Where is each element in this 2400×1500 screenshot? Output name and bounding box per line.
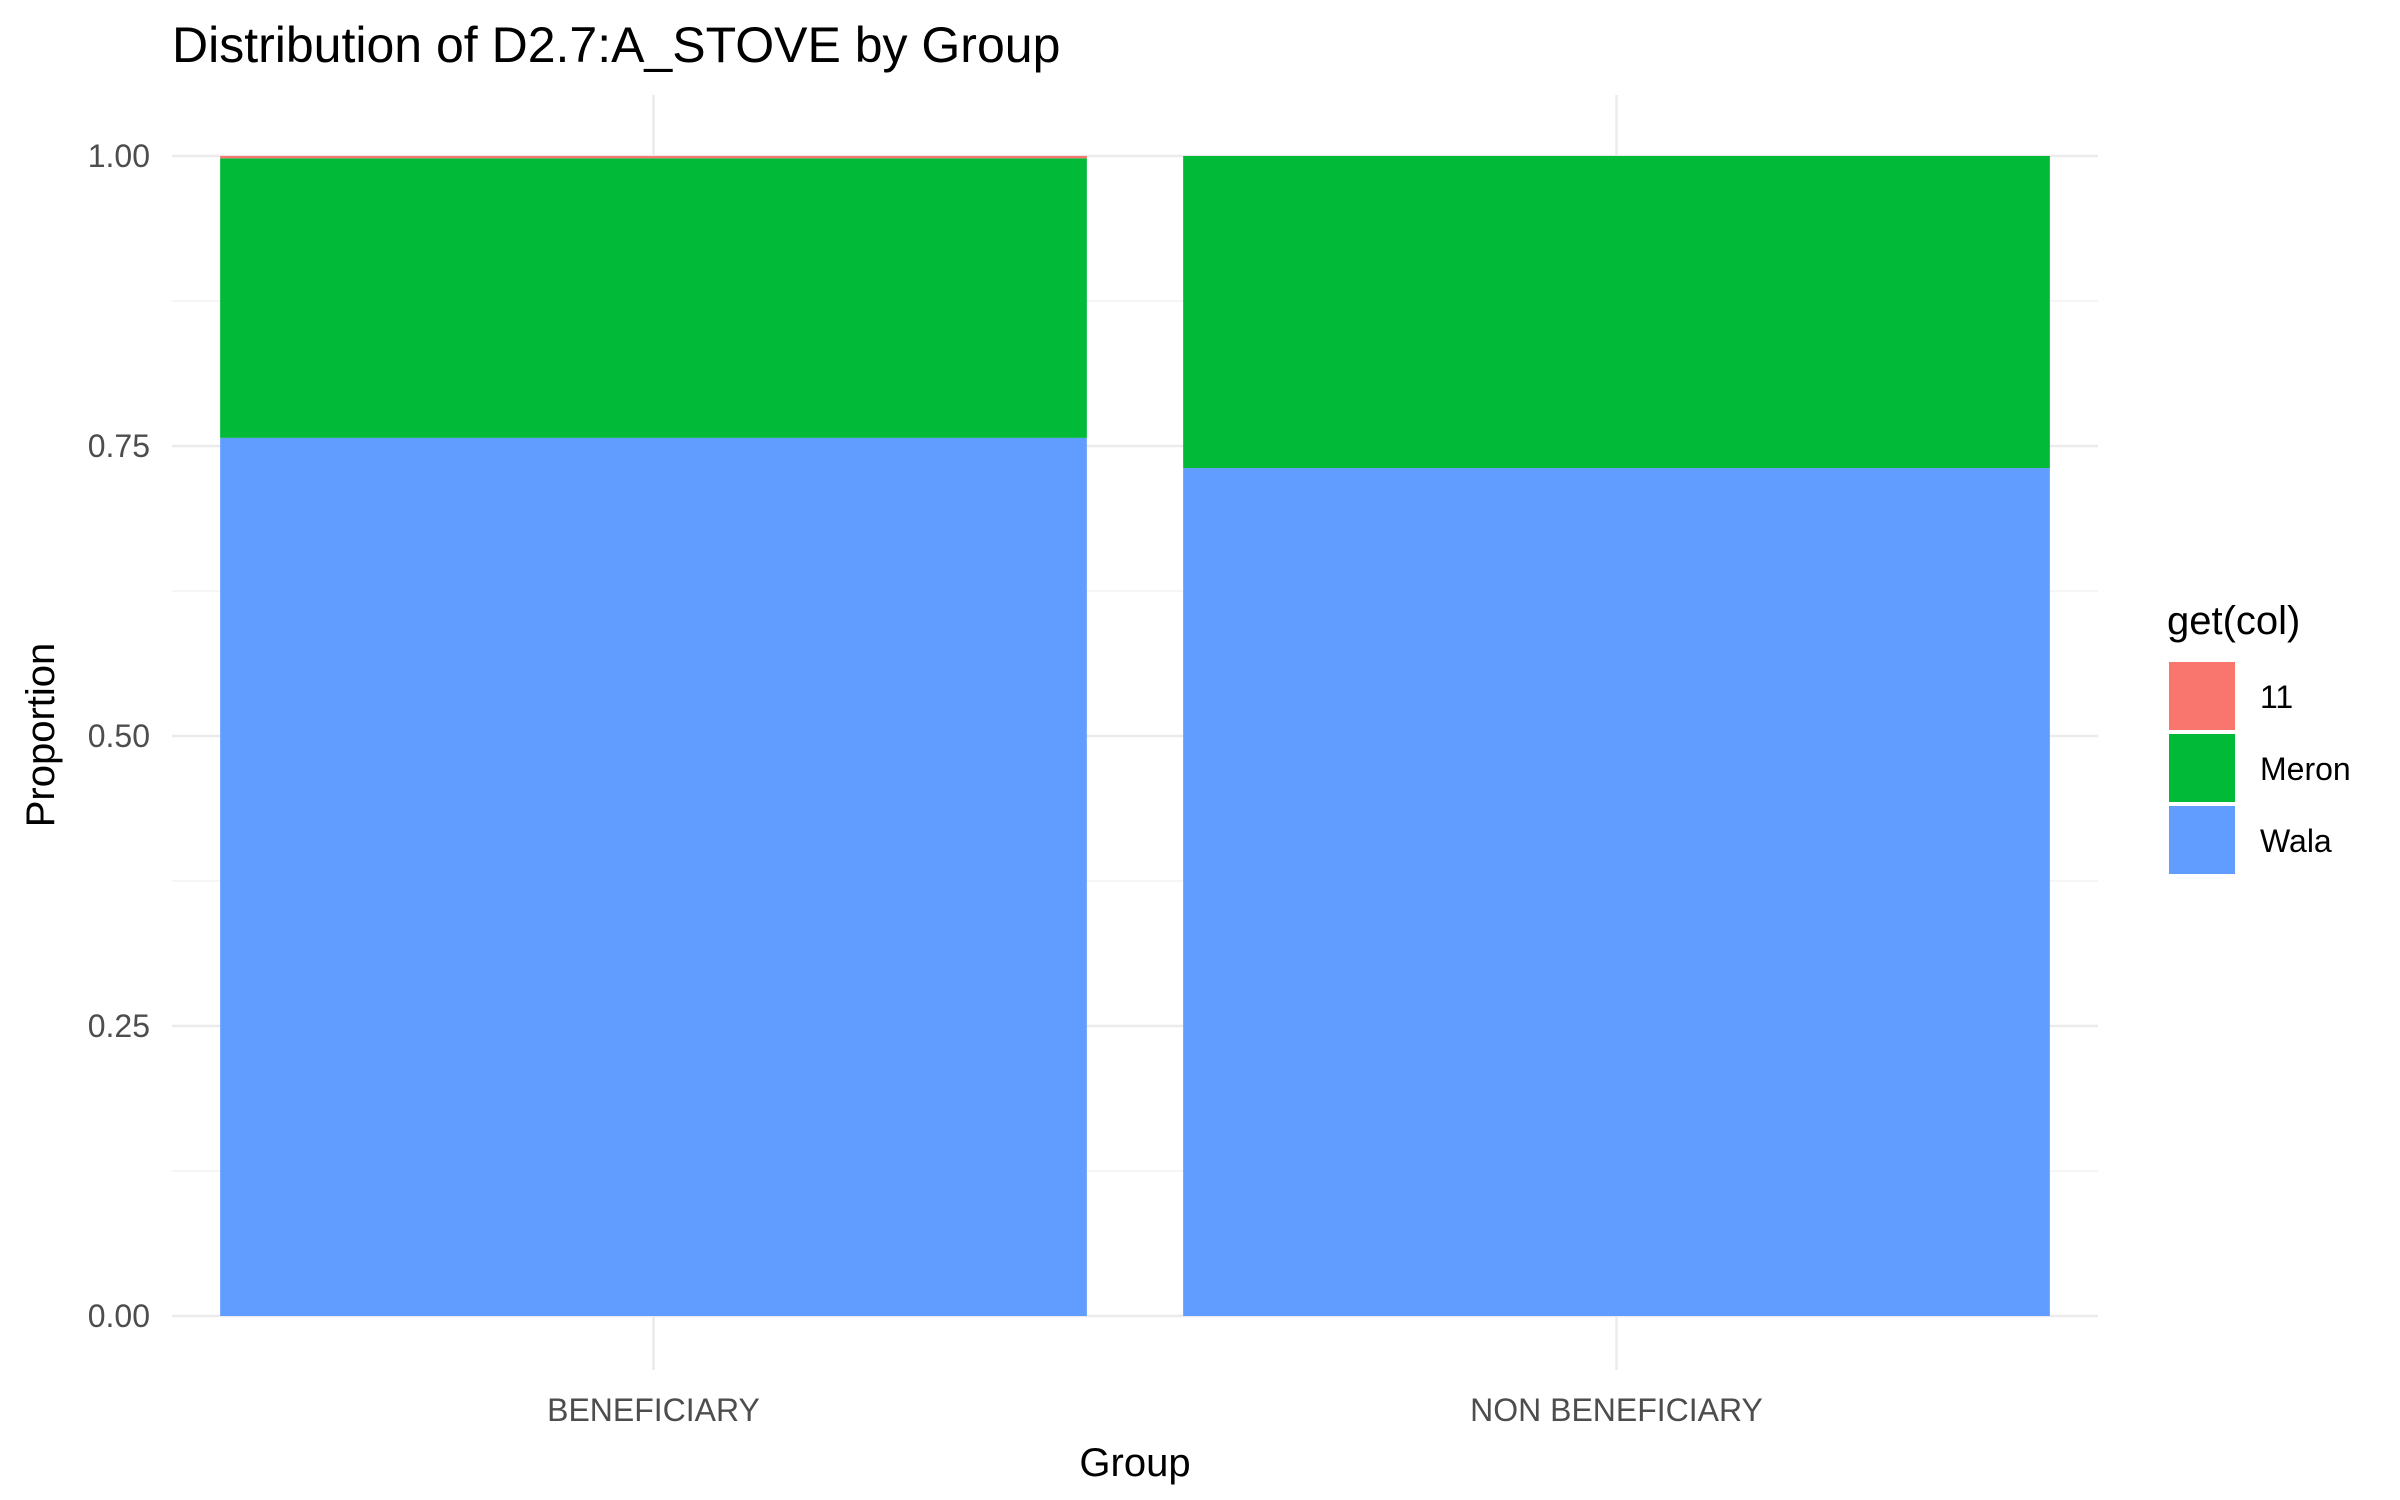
y-tick-label: 0.75 xyxy=(88,428,150,464)
legend-swatch xyxy=(2169,806,2235,874)
legend: get(col) 11 Meron Wala xyxy=(2167,599,2351,874)
legend-label: 11 xyxy=(2260,679,2293,715)
y-axis-ticks: 0.00 0.25 0.50 0.75 1.00 xyxy=(88,138,150,1334)
x-tick-label: BENEFICIARY xyxy=(547,1392,760,1428)
y-tick-label: 0.00 xyxy=(88,1298,150,1334)
legend-swatch xyxy=(2169,662,2235,730)
bars xyxy=(220,156,2050,1316)
bar-segment xyxy=(220,158,1087,438)
x-axis-title: Group xyxy=(1079,1441,1190,1485)
y-tick-label: 0.50 xyxy=(88,718,150,754)
legend-title: get(col) xyxy=(2167,599,2300,643)
chart-title: Distribution of D2.7:A_STOVE by Group xyxy=(172,17,1060,73)
bar-segment xyxy=(1183,468,2050,1316)
legend-label: Wala xyxy=(2260,823,2332,859)
x-tick-label: NON BENEFICIARY xyxy=(1470,1392,1763,1428)
y-axis-title: Proportion xyxy=(19,643,63,828)
bar-segment xyxy=(220,437,1087,1316)
legend-label: Meron xyxy=(2260,751,2351,787)
bar-segment xyxy=(220,156,1087,159)
y-tick-label: 0.25 xyxy=(88,1008,150,1044)
x-axis-ticks: BENEFICIARY NON BENEFICIARY xyxy=(547,1392,1763,1428)
legend-swatch xyxy=(2169,734,2235,802)
bar-segment xyxy=(1183,156,2050,469)
y-tick-label: 1.00 xyxy=(88,138,150,174)
